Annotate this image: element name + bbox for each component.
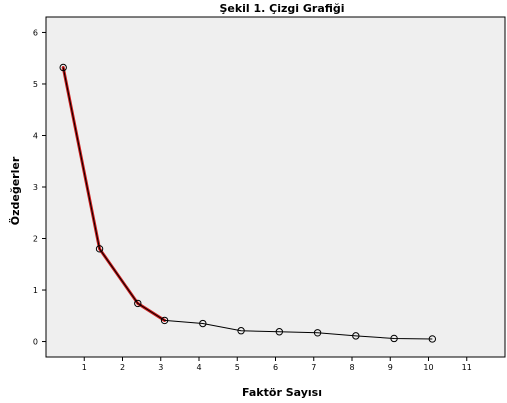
x-tick-label: 4 <box>196 363 201 372</box>
data-point <box>275 328 284 336</box>
x-tick-label: 3 <box>158 363 163 372</box>
x-tick-label: 11 <box>462 363 472 372</box>
y-tick-label: 2 <box>33 235 38 244</box>
data-point <box>390 334 398 343</box>
x-tick-label: 7 <box>311 363 316 372</box>
series-layer <box>59 63 437 343</box>
plot-area <box>45 16 506 358</box>
data-point <box>199 319 207 328</box>
data-point <box>313 329 322 337</box>
series-line <box>62 67 433 340</box>
x-tick-label: 6 <box>273 363 278 372</box>
data-point <box>237 327 245 335</box>
chart-title: Şekil 1. Çizgi Grafiği <box>219 2 344 15</box>
y-axis-label: Özdeğerler <box>8 156 22 225</box>
data-point <box>95 245 104 253</box>
x-tick-label: 8 <box>349 363 354 372</box>
y-tick-label: 6 <box>33 28 38 37</box>
y-tick-label: 4 <box>33 131 38 140</box>
x-axis: 1 2 3 4 5 6 7 8 9 10 11 <box>82 357 472 372</box>
data-point <box>428 335 437 343</box>
y-tick-label: 3 <box>33 183 38 192</box>
x-axis-label: Faktör Sayısı <box>242 386 322 399</box>
x-tick-label: 9 <box>388 363 393 372</box>
data-point <box>134 299 142 308</box>
x-tick-label: 10 <box>423 363 433 372</box>
x-tick-label: 1 <box>82 363 87 372</box>
data-point <box>59 63 67 72</box>
y-tick-label: 5 <box>33 80 38 89</box>
y-tick-label: 0 <box>33 338 38 347</box>
y-tick-label: 1 <box>33 286 38 295</box>
data-point <box>160 316 169 325</box>
y-axis: 0 1 2 3 4 5 6 <box>33 28 46 347</box>
x-tick-label: 5 <box>235 363 240 372</box>
x-tick-label: 2 <box>120 363 125 372</box>
data-point <box>352 332 360 340</box>
